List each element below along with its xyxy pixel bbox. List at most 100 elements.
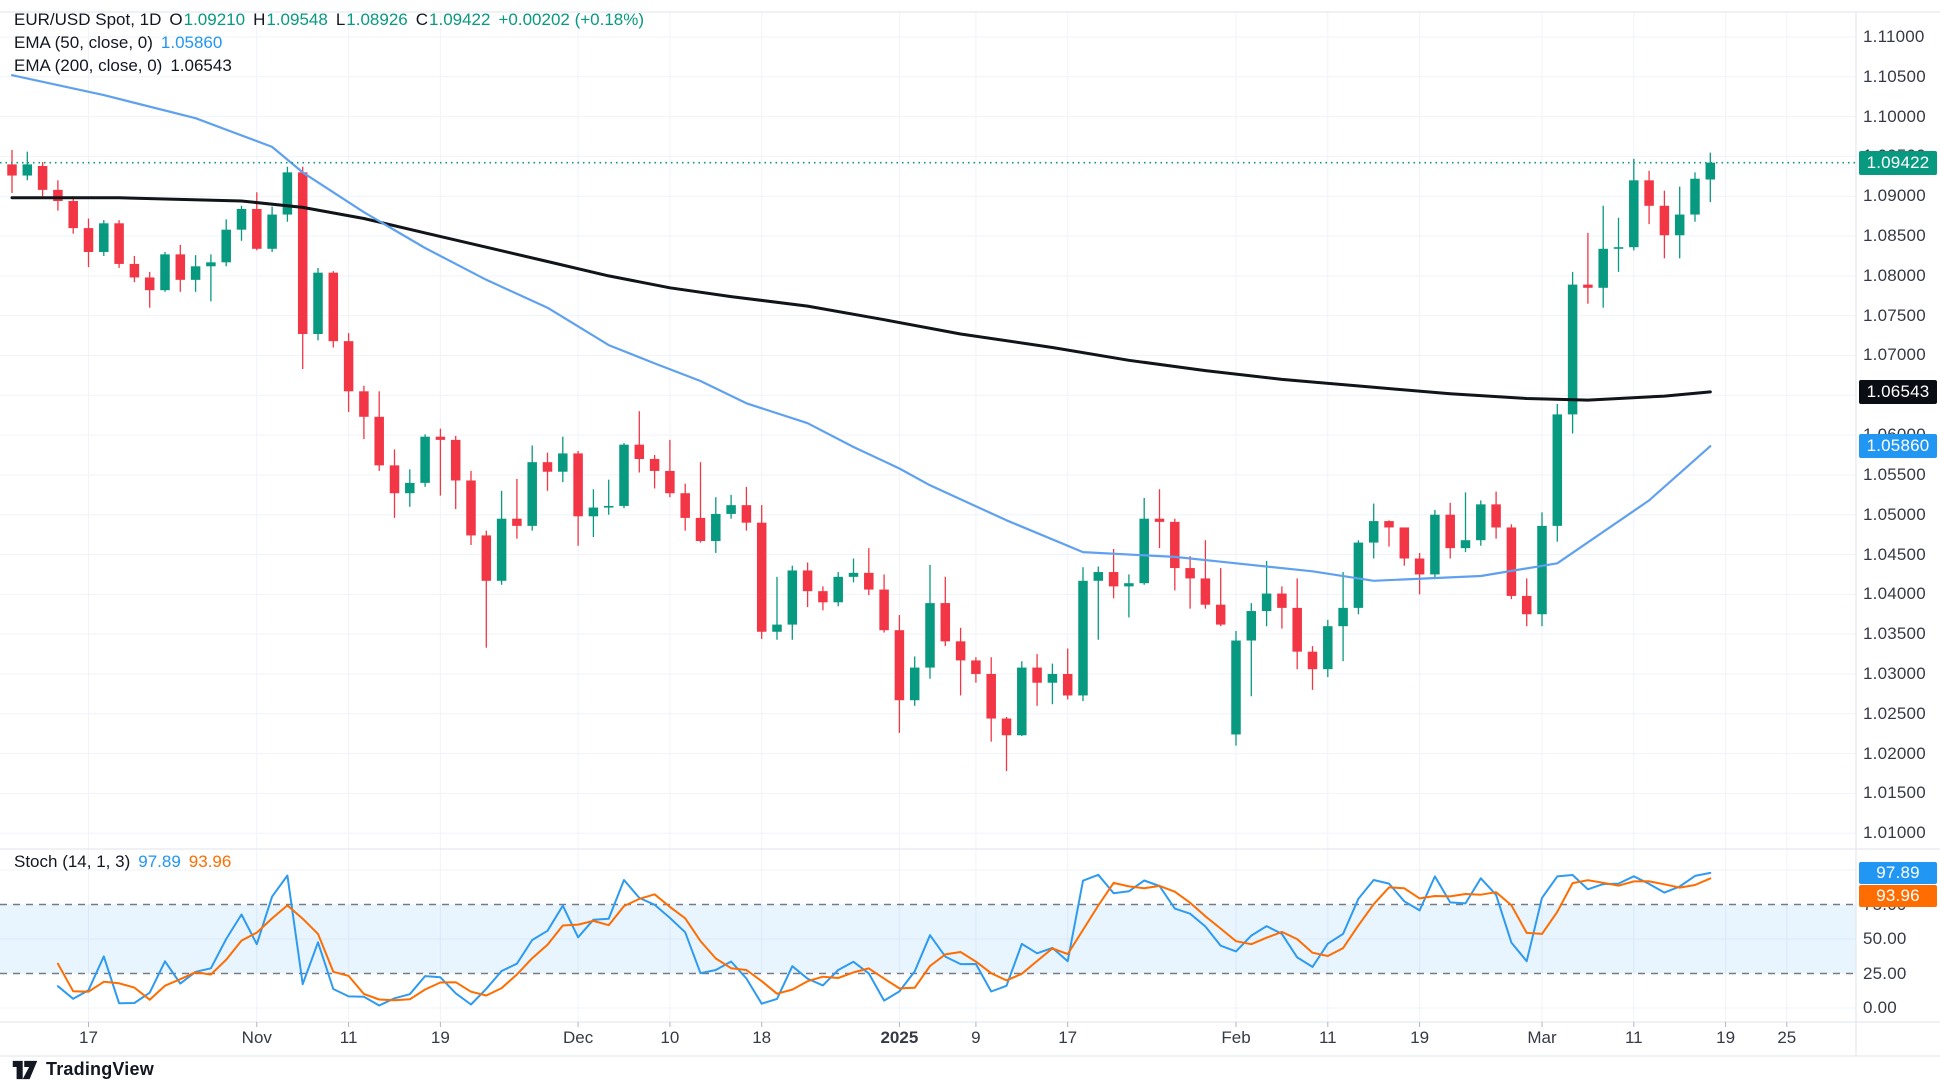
candle-body — [190, 266, 201, 280]
candle-body — [909, 667, 920, 701]
candle-body — [1338, 607, 1348, 627]
price-axis[interactable]: 1.110001.105001.100001.095001.090001.085… — [1856, 0, 1940, 1022]
candle-body — [1674, 214, 1685, 236]
price-axis-label: 1.11000 — [1863, 27, 1925, 46]
candle-body — [558, 453, 568, 472]
ema200-value: 1.06543 — [170, 56, 232, 75]
candle-body — [1078, 580, 1088, 696]
candle-body — [1552, 414, 1563, 526]
candle-body — [1506, 527, 1517, 596]
candle-body — [1139, 518, 1149, 584]
stoch-k-value: 97.89 — [138, 852, 181, 871]
candle-body — [588, 507, 599, 517]
price-badge: 1.05860 — [1859, 434, 1937, 459]
candle-body — [374, 416, 384, 466]
candle-body — [542, 462, 553, 472]
time-axis-label: 25 — [1777, 1028, 1797, 1047]
candle-body — [1124, 583, 1134, 587]
symbol-legend-row[interactable]: EUR/USD Spot, 1D O 1.09210 H 1.09548 L 1.08… — [14, 8, 644, 31]
candle-body — [68, 201, 78, 229]
candle-body — [787, 570, 798, 625]
candle-body — [1185, 568, 1195, 579]
candle-body — [236, 208, 247, 230]
candle-body — [1690, 178, 1700, 215]
candle-body — [1368, 521, 1379, 543]
tradingview-logo-icon — [12, 1060, 38, 1079]
stoch-legend-row[interactable]: Stoch (14, 1, 3) 97.89 93.96 — [14, 850, 231, 873]
candle-body — [680, 493, 690, 518]
candle-body — [22, 164, 33, 176]
stoch-axis-label: 50.00 — [1863, 929, 1907, 948]
candle-body — [1261, 593, 1272, 612]
candle-body — [252, 208, 262, 249]
ema200-line — [10, 196, 1712, 402]
candle-body — [772, 624, 782, 632]
candle-body — [1644, 180, 1654, 206]
candle-body — [1567, 284, 1578, 415]
candle-body — [695, 517, 706, 541]
candle-body — [1032, 667, 1042, 683]
candle-body — [221, 229, 231, 263]
candle-body — [114, 223, 124, 264]
candle-body — [282, 172, 293, 215]
candle-body — [971, 660, 981, 674]
candle-body — [1200, 578, 1211, 605]
time-axis-label: 9 — [971, 1028, 981, 1047]
candle-body — [1231, 640, 1241, 735]
candle-body — [1460, 540, 1471, 549]
stoch-label: Stoch (14, 1, 3) — [14, 852, 131, 871]
candle-body — [1001, 718, 1012, 736]
tradingview-watermark[interactable]: TradingView — [12, 1059, 154, 1080]
candle-body — [527, 462, 537, 526]
time-axis-label: 2025 — [880, 1028, 919, 1047]
price-axis-label: 1.07000 — [1863, 345, 1926, 365]
time-axis-label: 11 — [339, 1028, 358, 1047]
time-axis-label: 19 — [1410, 1028, 1430, 1047]
price-axis-label: 1.08000 — [1863, 265, 1926, 285]
candle-body — [940, 603, 951, 642]
time-axis-label: 17 — [1058, 1028, 1078, 1047]
candle-body — [1521, 595, 1532, 615]
candle-body — [1170, 521, 1180, 569]
candle-body — [925, 603, 935, 668]
candle-body — [37, 165, 48, 190]
candle-body — [818, 591, 828, 603]
candle-body — [297, 172, 308, 334]
price-axis-label: 1.05000 — [1863, 504, 1926, 524]
price-axis-label: 1.04500 — [1863, 544, 1926, 564]
price-axis-label: 1.01000 — [1863, 823, 1926, 843]
candle-body — [1277, 593, 1287, 608]
candle-body — [343, 341, 354, 392]
price-axis-label: 1.03000 — [1863, 663, 1926, 683]
ema50-line — [10, 74, 1712, 582]
candle-body — [1154, 518, 1165, 522]
candles-series — [7, 150, 1716, 772]
stoch-badge: 93.96 — [1859, 885, 1937, 907]
price-axis-label: 1.01500 — [1863, 783, 1926, 803]
candle-body — [1047, 673, 1058, 683]
candle-body — [129, 263, 140, 278]
candle-body — [1323, 626, 1333, 670]
ema200-legend-row[interactable]: EMA (200, close, 0) 1.06543 — [14, 54, 644, 77]
candle-body — [1246, 611, 1257, 641]
candle-body — [711, 513, 721, 541]
time-axis-label: 17 — [79, 1028, 98, 1047]
candle-body — [1613, 247, 1624, 249]
candle-body — [450, 439, 461, 481]
candle-body — [573, 453, 583, 517]
candle-body — [1491, 504, 1501, 528]
candle-body — [1108, 572, 1119, 587]
candle-body — [435, 436, 446, 440]
candle-body — [359, 391, 369, 417]
candle-body — [665, 470, 675, 494]
candle-body — [1062, 673, 1073, 696]
candle-body — [160, 254, 170, 291]
candle-body — [1399, 527, 1410, 559]
candle-body — [7, 164, 17, 176]
candle-body — [405, 482, 415, 494]
candle-body — [1093, 572, 1104, 581]
ema50-legend-row[interactable]: EMA (50, close, 0) 1.05860 — [14, 31, 644, 54]
time-axis-label: 10 — [660, 1028, 680, 1047]
